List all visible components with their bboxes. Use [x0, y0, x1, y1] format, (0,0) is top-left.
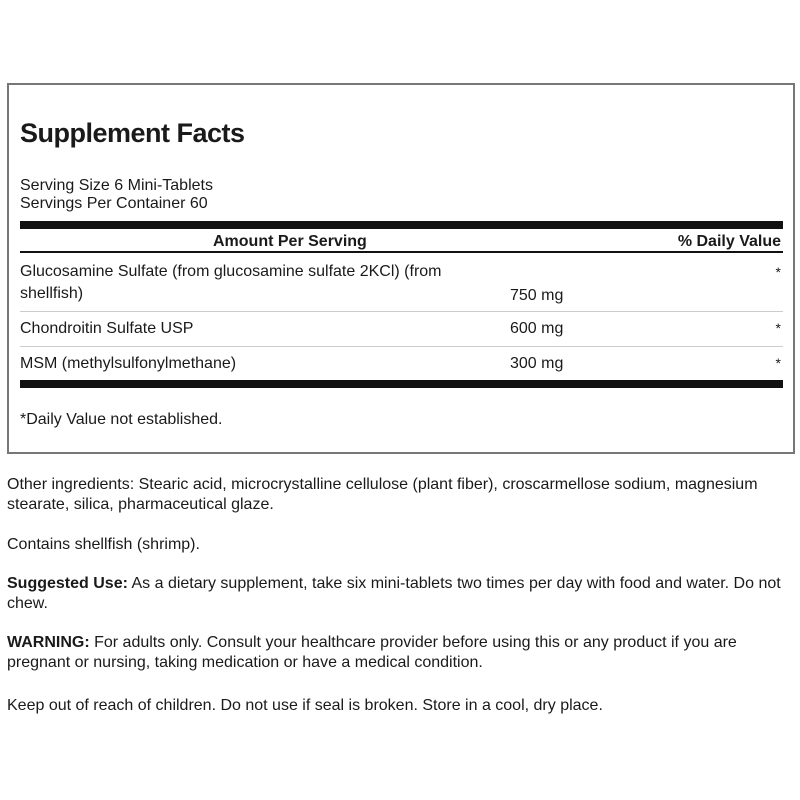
- row-msm-dv: *: [775, 355, 781, 371]
- row-glucosamine-name-2: shellfish): [20, 285, 84, 302]
- header-amount-per-serving: Amount Per Serving: [213, 233, 367, 250]
- warning-label: WARNING:: [7, 634, 90, 651]
- supplement-facts-panel: [7, 83, 795, 454]
- row-glucosamine-dv: *: [775, 264, 781, 280]
- warning: WARNING: For adults only. Consult your h…: [7, 633, 797, 673]
- thick-divider: [20, 380, 783, 388]
- allergen-statement: Contains shellfish (shrimp).: [7, 536, 200, 553]
- thick-divider: [20, 221, 783, 229]
- header-divider: [20, 251, 783, 253]
- row-msm-amount: 300 mg: [510, 355, 564, 372]
- row-chondroitin-name: Chondroitin Sulfate USP: [20, 320, 194, 337]
- other-ingredients: Other ingredients: Stearic acid, microcr…: [7, 476, 758, 513]
- row-chondroitin-amount: 600 mg: [510, 320, 564, 337]
- suggested-use-label: Suggested Use:: [7, 575, 128, 592]
- footnote: *Daily Value not established.: [20, 411, 223, 428]
- panel-title: Supplement Facts: [20, 118, 245, 148]
- row-glucosamine-name-1: Glucosamine Sulfate (from glucosamine su…: [20, 263, 442, 280]
- row-glucosamine-amount: 750 mg: [510, 287, 564, 304]
- row-chondroitin-dv: *: [775, 320, 781, 336]
- row-msm-name: MSM (methylsulfonylmethane): [20, 355, 237, 372]
- header-daily-value: % Daily Value: [677, 233, 781, 250]
- storage-statement: Keep out of reach of children. Do not us…: [7, 697, 603, 714]
- serving-size: Serving Size 6 Mini-Tablets: [20, 177, 213, 194]
- suggested-use-text: As a dietary supplement, take six mini-t…: [7, 575, 781, 612]
- servings-per-container: Servings Per Container 60: [20, 195, 208, 212]
- row-divider: [20, 346, 783, 347]
- suggested-use: Suggested Use: As a dietary supplement, …: [7, 574, 797, 614]
- row-divider: [20, 311, 783, 312]
- warning-text: For adults only. Consult your healthcare…: [7, 634, 737, 671]
